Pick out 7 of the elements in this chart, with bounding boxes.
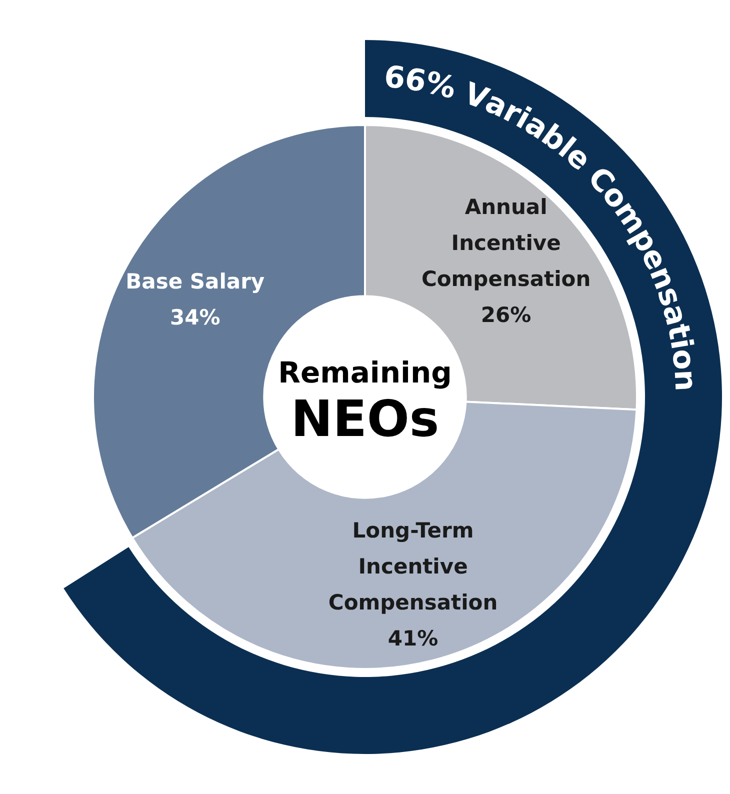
slice-label: Long-Term Incentive Compensation xyxy=(328,518,498,614)
text: Remaining NEOs xyxy=(278,356,452,448)
slice-label: Annual Incentive Compensation xyxy=(421,194,591,291)
data-label: 34% xyxy=(170,306,220,330)
data-label: 41% xyxy=(388,626,438,650)
data-label: 26% xyxy=(480,302,532,327)
slice-label: Base Salary xyxy=(126,270,265,294)
